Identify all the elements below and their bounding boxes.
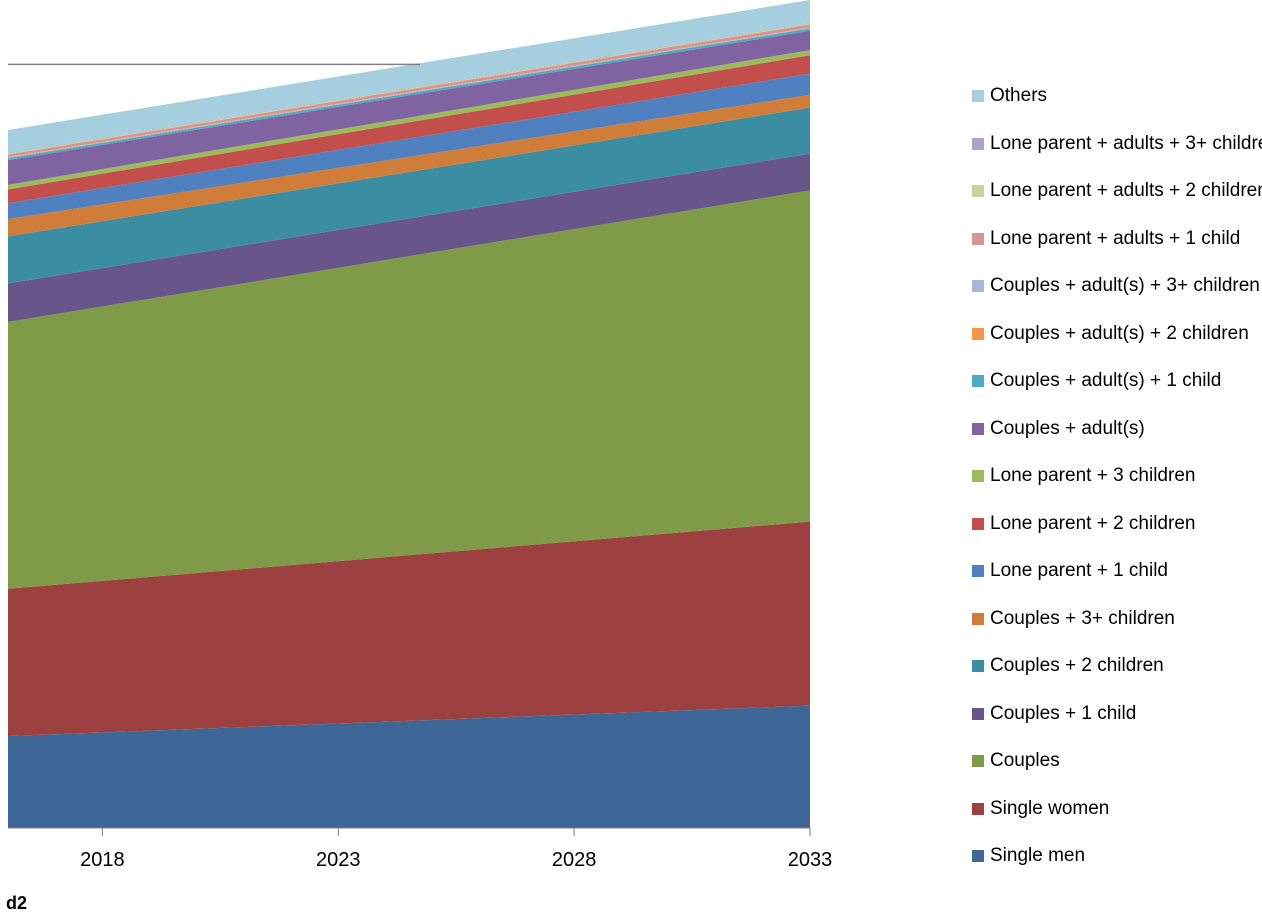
legend-item: Lone parent + 3 children	[972, 464, 1262, 488]
legend-label: Lone parent + adults + 1 child	[990, 227, 1241, 249]
legend-label: Couples + adult(s) + 3+ children	[990, 275, 1260, 296]
legend-item: Lone parent + 1 child	[972, 559, 1262, 583]
legend-swatch	[972, 470, 984, 482]
legend-item: Lone parent + adults + 2 children	[972, 179, 1262, 203]
area-series-7	[8, 55, 810, 204]
area-series-9	[8, 30, 810, 185]
legend: Others Lone parent + adults + 3+ children…	[972, 84, 1262, 892]
legend-item: Couples + adult(s)	[972, 417, 1262, 441]
legend-swatch	[972, 565, 984, 577]
x-tick-label: 2033	[788, 849, 833, 871]
area-series-10	[8, 28, 810, 161]
legend-item: Lone parent + 2 children	[972, 512, 1262, 536]
legend-label: Single men	[990, 845, 1086, 866]
legend-label: Lone parent + adults + 3+ children	[990, 132, 1262, 154]
legend-swatch	[972, 755, 984, 767]
x-tick-label: 2023	[316, 849, 361, 871]
legend-label: Lone parent + 1 child	[990, 560, 1168, 581]
legend-swatch	[972, 185, 984, 197]
legend-swatch	[972, 660, 984, 672]
x-tick-label: 2028	[552, 849, 597, 871]
area-series-4	[8, 107, 810, 284]
legend-label: Lone parent + 3 children	[990, 465, 1196, 486]
legend-swatch	[972, 850, 984, 862]
legend-swatch	[972, 422, 984, 435]
footer-label: d2	[6, 893, 28, 913]
area-series-15	[8, 23, 810, 154]
legend-label: Couples + adult(s) + 1 child	[990, 370, 1222, 391]
legend-item: Single women	[972, 797, 1262, 821]
legend-item: Lone parent + adults + 3+ children	[972, 132, 1262, 156]
legend-label: Couples + 3+ children	[990, 607, 1175, 629]
legend-item: Couples + adult(s) + 3+ children	[972, 274, 1262, 298]
legend-item: Couples + adult(s) + 2 children	[972, 322, 1262, 346]
legend-swatch	[972, 280, 984, 292]
area-series-2	[8, 190, 810, 589]
legend-label: Couples + adult(s) + 2 children	[990, 322, 1249, 344]
legend-swatch	[972, 327, 984, 340]
legend-swatch	[972, 802, 984, 815]
area-series-14	[8, 23, 810, 155]
legend-swatch	[972, 232, 984, 245]
x-tick-label: 2018	[80, 849, 125, 871]
legend-swatch	[972, 90, 984, 102]
area-series-0	[8, 705, 810, 828]
area-series-11	[8, 28, 810, 159]
legend-item: Couples + adult(s) + 1 child	[972, 369, 1262, 393]
legend-item: Couples + 1 child	[972, 702, 1262, 726]
legend-label: Lone parent + adults + 2 children	[990, 180, 1262, 201]
area-series-6	[8, 73, 810, 219]
area-series-3	[8, 153, 810, 322]
legend-item: Couples	[972, 749, 1262, 773]
legend-swatch	[972, 517, 984, 530]
legend-swatch	[972, 707, 984, 720]
legend-item: Single men	[972, 844, 1262, 868]
legend-item: Couples + 2 children	[972, 654, 1262, 678]
legend-label: Single women	[990, 797, 1110, 819]
legend-label: Couples + 2 children	[990, 655, 1164, 676]
legend-label: Couples + 1 child	[990, 702, 1137, 724]
legend-swatch	[972, 137, 984, 150]
area-series-16	[8, 0, 810, 153]
area-series-5	[8, 94, 810, 237]
area-series-13	[8, 24, 810, 158]
legend-label: Couples	[990, 750, 1060, 771]
legend-item: Lone parent + adults + 1 child	[972, 227, 1262, 251]
x-axis: 2018 2023 2028 2033	[8, 827, 833, 871]
area-series-1	[8, 521, 810, 736]
legend-item: Couples + 3+ children	[972, 607, 1262, 631]
area-series-12	[8, 27, 810, 158]
legend-swatch	[972, 375, 984, 387]
legend-label: Couples + adult(s)	[990, 417, 1145, 439]
legend-item: Others	[972, 84, 1262, 108]
legend-label: Others	[990, 85, 1048, 106]
legend-label: Lone parent + 2 children	[990, 512, 1196, 534]
legend-swatch	[972, 612, 984, 625]
chart-areas	[8, 0, 810, 828]
area-series-8	[8, 50, 810, 190]
